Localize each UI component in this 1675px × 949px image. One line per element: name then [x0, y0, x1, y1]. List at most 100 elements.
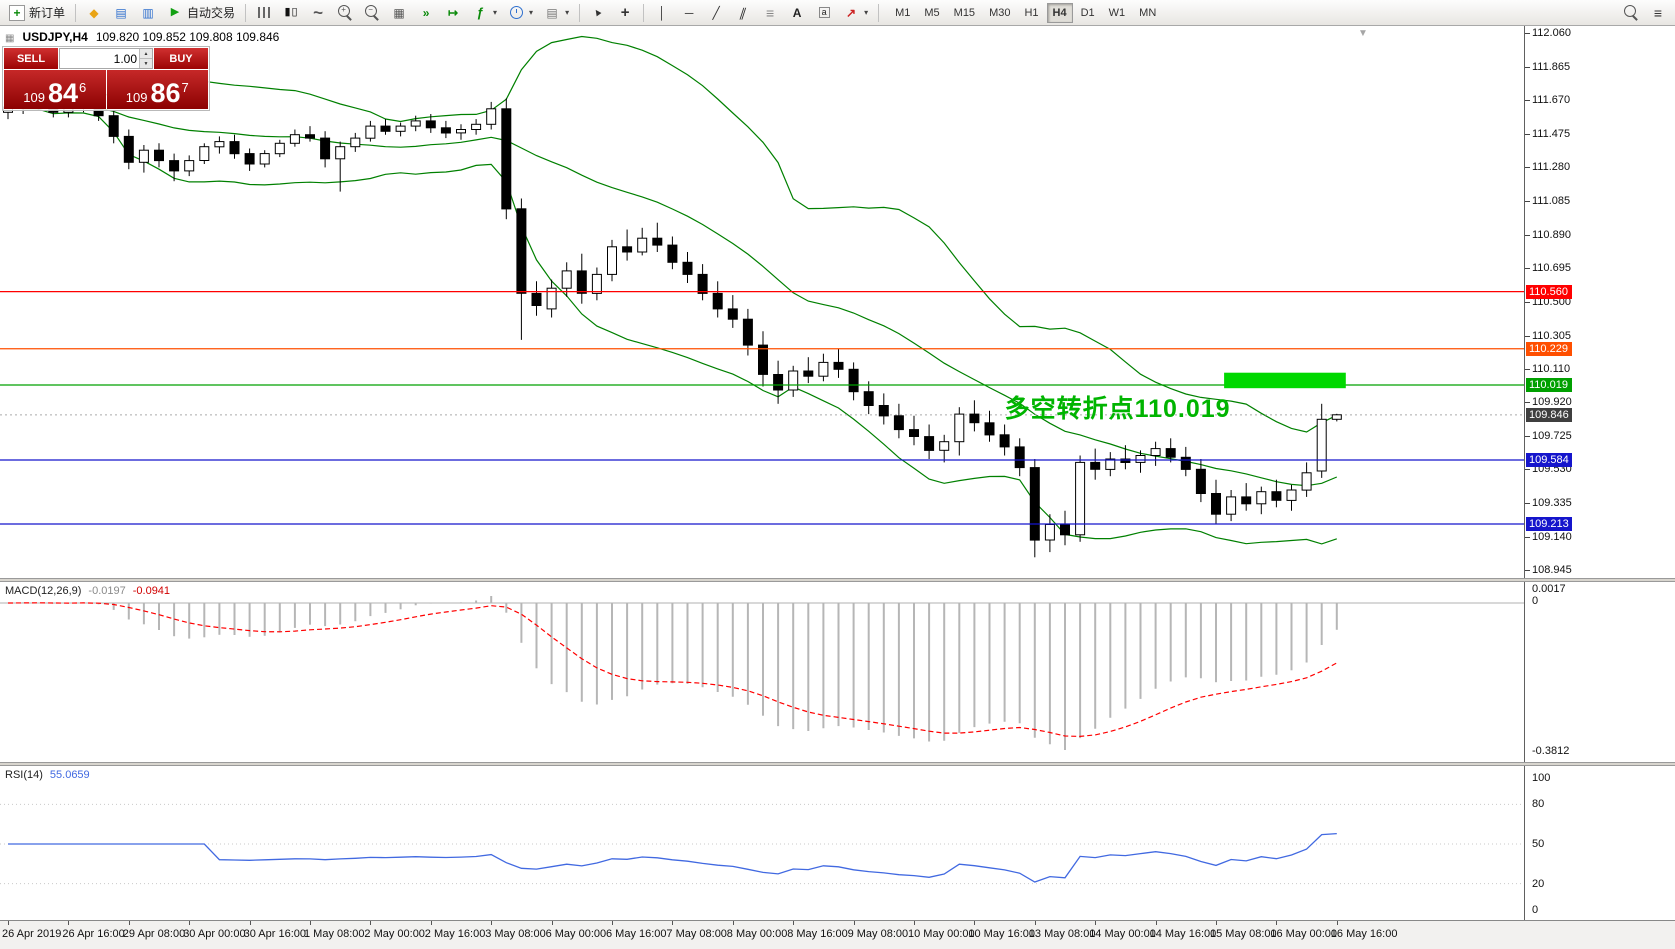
search-button[interactable]: [1618, 2, 1644, 24]
panel-separator[interactable]: [0, 578, 1675, 582]
candle-body: [425, 120, 436, 129]
candle-body: [274, 142, 285, 155]
buy-price-big: 86: [150, 78, 181, 109]
volume-increase-button[interactable]: [140, 49, 152, 59]
crosshair-button[interactable]: [612, 2, 638, 24]
candle-body: [516, 208, 527, 294]
object-list-button[interactable]: [1645, 2, 1671, 24]
candle-body: [727, 308, 738, 320]
timeframe-w1[interactable]: W1: [1103, 3, 1132, 23]
timeframe-m5[interactable]: M5: [918, 3, 945, 23]
candle-body: [1060, 524, 1070, 536]
channel-button[interactable]: [730, 2, 756, 24]
chart-shift-button[interactable]: [440, 2, 466, 24]
data-window-button[interactable]: [135, 2, 161, 24]
fibonacci-button[interactable]: [757, 2, 783, 24]
time-tick-mark: [1216, 921, 1217, 925]
candle-body: [652, 237, 663, 246]
market-watch-button[interactable]: [108, 2, 134, 24]
price-tick-label: 110.110: [1532, 363, 1571, 376]
time-axis[interactable]: 26 Apr 2019 26 Apr 16:00 29 Apr 08:00 30 Ap…: [0, 920, 1675, 949]
timeframe-d1[interactable]: D1: [1075, 3, 1101, 23]
bar-chart-mode-button[interactable]: [251, 2, 277, 24]
price-tick-mark: [1525, 66, 1530, 68]
macd-panel[interactable]: MACD(12,26,9) -0.0197 -0.0941: [0, 582, 1524, 762]
price-scale[interactable]: 112.060 111.865 111.670 111.475 111.280 111.0…: [1524, 26, 1675, 920]
candle-body: [1286, 489, 1297, 501]
candlestick-icon: [283, 5, 299, 21]
crosshair-icon: [617, 5, 633, 21]
timeframe-h4[interactable]: H4: [1046, 2, 1073, 23]
rsi-panel[interactable]: RSI(14) 55.0659: [0, 766, 1524, 920]
rsi-line: [8, 832, 1337, 883]
line-chart-icon: [310, 5, 326, 21]
sell-button[interactable]: SELL: [4, 48, 58, 69]
panel-separator[interactable]: [0, 762, 1675, 766]
volume-input[interactable]: [60, 49, 139, 68]
autotrading-button[interactable]: 自动交易: [162, 2, 240, 24]
main-chart-canvas[interactable]: [0, 26, 1524, 578]
candle-body: [380, 125, 391, 132]
timeframe-mn[interactable]: MN: [1133, 3, 1162, 23]
auto-scroll-button[interactable]: [413, 2, 439, 24]
autotrading-icon: [167, 5, 183, 21]
zoom-in-button[interactable]: [332, 2, 358, 24]
zoom-out-button[interactable]: [359, 2, 385, 24]
chart-shift-marker[interactable]: [1358, 26, 1368, 41]
macd-signal-value: -0.0941: [132, 585, 171, 597]
candle-body: [546, 287, 557, 310]
trendline-button[interactable]: [703, 2, 729, 24]
text-button[interactable]: [784, 2, 810, 24]
price-tick-mark: [1525, 369, 1530, 371]
candle-body: [576, 270, 587, 294]
highlight-rectangle[interactable]: [1224, 372, 1346, 389]
arrows-button[interactable]: [838, 2, 873, 24]
candle-body: [1150, 448, 1161, 457]
candle-body: [531, 292, 542, 306]
templates-button[interactable]: [539, 2, 574, 24]
price-tick-mark: [1525, 502, 1530, 504]
timeframe-m1[interactable]: M1: [889, 3, 916, 23]
main-chart-panel[interactable]: USDJPY,H4 109.820 109.852 109.808 109.84…: [0, 26, 1524, 578]
candle-body: [969, 413, 980, 424]
periods-button[interactable]: [503, 2, 538, 24]
timeframe-m15[interactable]: M15: [948, 3, 981, 23]
candlestick-mode-button[interactable]: [278, 2, 304, 24]
chart-window: USDJPY,H4 109.820 109.852 109.808 109.84…: [0, 26, 1675, 949]
line-chart-mode-button[interactable]: [305, 2, 331, 24]
time-tick-mark: [1155, 921, 1157, 925]
horizontal-line-button[interactable]: [676, 2, 702, 24]
macd-axis-label: 0.0017: [1532, 583, 1566, 595]
metaeditor-button[interactable]: [81, 2, 107, 24]
time-tick-mark: [914, 921, 915, 925]
sell-price-display[interactable]: 109 84 6: [4, 70, 106, 109]
buy-button[interactable]: BUY: [154, 48, 208, 69]
time-tick-mark: [430, 921, 432, 925]
candle-body: [909, 429, 919, 438]
timeframe-h1[interactable]: H1: [1018, 3, 1044, 23]
candle-body: [984, 422, 995, 436]
new-order-button[interactable]: 新订单: [4, 2, 70, 24]
text-label-icon: [816, 5, 832, 21]
timeframe-m30[interactable]: M30: [983, 3, 1016, 23]
cursor-icon: [590, 5, 606, 21]
tile-windows-button[interactable]: [386, 2, 412, 24]
price-tick-mark: [1525, 167, 1530, 169]
time-tick-mark: [1095, 921, 1097, 925]
buy-price-display[interactable]: 109 86 7: [106, 70, 208, 109]
indicators-button[interactable]: [467, 2, 502, 24]
macd-value: -0.0197: [88, 585, 126, 597]
macd-canvas: [0, 596, 1524, 750]
candle-body: [712, 292, 723, 310]
price-tick-mark: [1525, 536, 1530, 538]
time-tick-mark: [793, 921, 795, 925]
bar-chart-icon: [256, 5, 272, 21]
cursor-button[interactable]: [585, 2, 611, 24]
price-level-tag: 110.019: [1526, 377, 1572, 392]
vertical-line-button[interactable]: [649, 2, 675, 24]
text-label-button[interactable]: [811, 2, 837, 24]
chart-annotation-text[interactable]: 多空转折点110.019: [1004, 394, 1231, 423]
volume-decrease-button[interactable]: [140, 59, 152, 68]
